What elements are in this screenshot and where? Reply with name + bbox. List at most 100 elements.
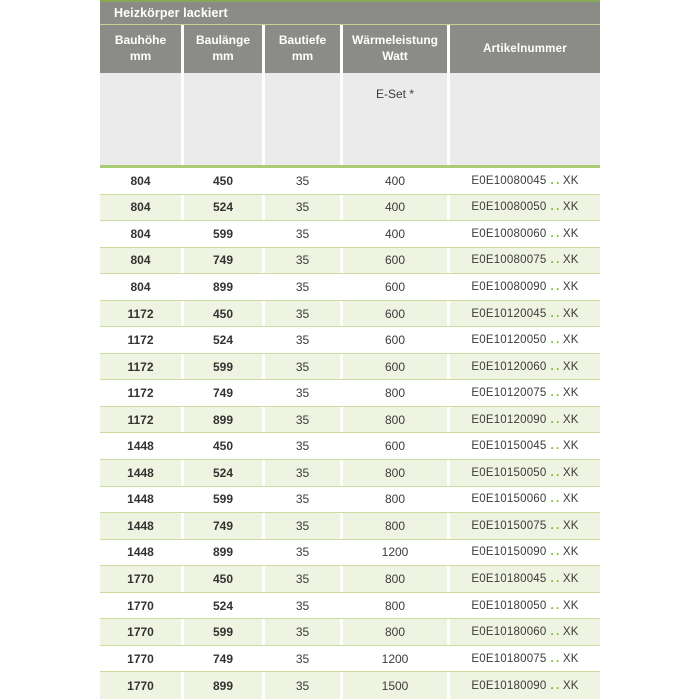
cell-bautiefe: 35 (262, 194, 340, 221)
cell-watt: 1200 (340, 645, 447, 672)
cell-baulaenge: 450 (181, 566, 262, 592)
cell-baulaenge: 899 (181, 672, 262, 699)
header-divider-line (100, 165, 600, 168)
artikel-code: E0E10180045 (471, 572, 547, 585)
cell-bauhoehe: 1172 (100, 380, 181, 406)
table-row: 1770 450 35 800 E0E10180045.. XK (100, 566, 600, 593)
artikel-dots: .. (550, 652, 562, 665)
artikel-suffix: XK (562, 519, 579, 532)
table-row: 1448 599 35 800 E0E10150060.. XK (100, 486, 600, 514)
cell-baulaenge: 524 (181, 460, 262, 486)
table-row: 804 749 35 600 E0E10080075.. XK (100, 247, 600, 275)
cell-watt: 400 (340, 221, 447, 247)
table-row: 1172 899 35 800 E0E10120090.. XK (100, 406, 600, 434)
table-row: 1172 524 35 600 E0E10120050.. XK (100, 327, 600, 354)
artikel-suffix: XK (562, 227, 579, 240)
cell-baulaenge: 749 (181, 247, 262, 274)
table-row: 1172 749 35 800 E0E10120075.. XK (100, 380, 600, 407)
cell-artikelnummer: E0E10120045.. XK (447, 300, 600, 327)
cell-bauhoehe: 804 (100, 274, 181, 300)
cell-bautiefe: 35 (262, 300, 340, 327)
cell-watt: 600 (340, 274, 447, 300)
artikel-code: E0E10080045 (471, 174, 547, 187)
cell-baulaenge: 749 (181, 645, 262, 672)
table-row: 1172 599 35 600 E0E10120060.. XK (100, 353, 600, 381)
cell-baulaenge: 450 (181, 168, 262, 194)
column-header-baulaenge: Baulänge mm (181, 25, 262, 73)
artikel-dots: .. (550, 466, 562, 479)
table-row: 804 599 35 400 E0E10080060.. XK (100, 221, 600, 248)
artikel-dots: .. (550, 201, 562, 214)
table-title-bar: Heizkörper lackiert (100, 2, 600, 25)
cell-watt: 800 (340, 592, 447, 619)
table-title: Heizkörper lackiert (114, 6, 228, 20)
artikel-code: E0E10080090 (471, 280, 547, 293)
column-header-label: Wärmeleistung (351, 33, 438, 48)
artikel-suffix: XK (562, 280, 579, 293)
cell-bautiefe: 35 (262, 645, 340, 672)
table-row: 1172 450 35 600 E0E10120045.. XK (100, 300, 600, 328)
cell-artikelnummer: E0E10180060.. XK (447, 619, 600, 645)
artikel-code: E0E10120045 (471, 307, 547, 320)
artikel-dots: .. (550, 519, 562, 532)
cell-artikelnummer: E0E10180090.. XK (447, 672, 600, 699)
artikel-dots: .. (550, 679, 562, 692)
cell-bautiefe: 35 (262, 486, 340, 513)
cell-baulaenge: 450 (181, 433, 262, 460)
cell-bautiefe: 35 (262, 168, 340, 194)
artikel-code: E0E10150075 (471, 519, 547, 532)
cell-watt: 800 (340, 566, 447, 592)
artikel-dots: .. (550, 599, 562, 612)
cell-bautiefe: 35 (262, 221, 340, 247)
column-header-unit: mm (129, 49, 152, 63)
cell-watt: 800 (340, 513, 447, 539)
cell-baulaenge: 899 (181, 406, 262, 433)
artikel-dots: .. (550, 572, 562, 585)
radiator-spec-table: Heizkörper lackiert Bauhöhe mm Baulänge … (100, 0, 600, 700)
artikel-dots: .. (550, 360, 562, 373)
artikel-suffix: XK (562, 679, 579, 692)
artikel-code: E0E10180060 (471, 626, 547, 639)
eset-label: E-Set * (375, 87, 414, 101)
cell-bauhoehe: 1172 (100, 353, 181, 380)
artikel-suffix: XK (562, 440, 579, 453)
cell-baulaenge: 599 (181, 353, 262, 380)
artikel-suffix: XK (562, 307, 579, 320)
cell-artikelnummer: E0E10150075.. XK (447, 513, 600, 539)
table-row: 1770 749 35 1200 E0E10180075.. XK (100, 645, 600, 673)
cell-artikelnummer: E0E10120050.. XK (447, 327, 600, 353)
cell-baulaenge: 524 (181, 194, 262, 221)
cell-artikelnummer: E0E10080090.. XK (447, 274, 600, 300)
artikel-dots: .. (550, 227, 562, 240)
cell-baulaenge: 524 (181, 327, 262, 353)
artikel-code: E0E10080050 (471, 201, 547, 214)
cell-artikelnummer: E0E10150045.. XK (447, 433, 600, 460)
artikel-code: E0E10120050 (471, 334, 547, 347)
column-header-artikelnummer: Artikelnummer (447, 25, 600, 73)
cell-watt: 800 (340, 380, 447, 406)
cell-bauhoehe: 1770 (100, 566, 181, 592)
artikel-dots: .. (550, 493, 562, 506)
cell-baulaenge: 749 (181, 513, 262, 539)
artikel-code: E0E10150050 (471, 466, 547, 479)
artikel-dots: .. (550, 413, 562, 426)
cell-bautiefe: 35 (262, 274, 340, 300)
cell-baulaenge: 899 (181, 539, 262, 566)
cell-artikelnummer: E0E10150060.. XK (447, 486, 600, 513)
table-row: 1448 749 35 800 E0E10150075.. XK (100, 513, 600, 540)
artikel-suffix: XK (562, 201, 579, 214)
artikel-suffix: XK (562, 466, 579, 479)
table-row: 1770 899 35 1500 E0E10180090.. XK (100, 672, 600, 699)
artikel-suffix: XK (562, 546, 579, 559)
subheader-row: E-Set * (100, 73, 600, 165)
cell-artikelnummer: E0E10150090.. XK (447, 539, 600, 566)
artikel-code: E0E10180050 (471, 599, 547, 612)
cell-artikelnummer: E0E10180050.. XK (447, 592, 600, 619)
column-header-label: Baulänge (195, 33, 250, 48)
artikel-suffix: XK (562, 413, 579, 426)
artikel-code: E0E10120060 (471, 360, 547, 373)
cell-watt: 800 (340, 619, 447, 645)
table-row: 1448 524 35 800 E0E10150050.. XK (100, 460, 600, 487)
cell-watt: 800 (340, 460, 447, 486)
table-row: 804 899 35 600 E0E10080090.. XK (100, 274, 600, 301)
